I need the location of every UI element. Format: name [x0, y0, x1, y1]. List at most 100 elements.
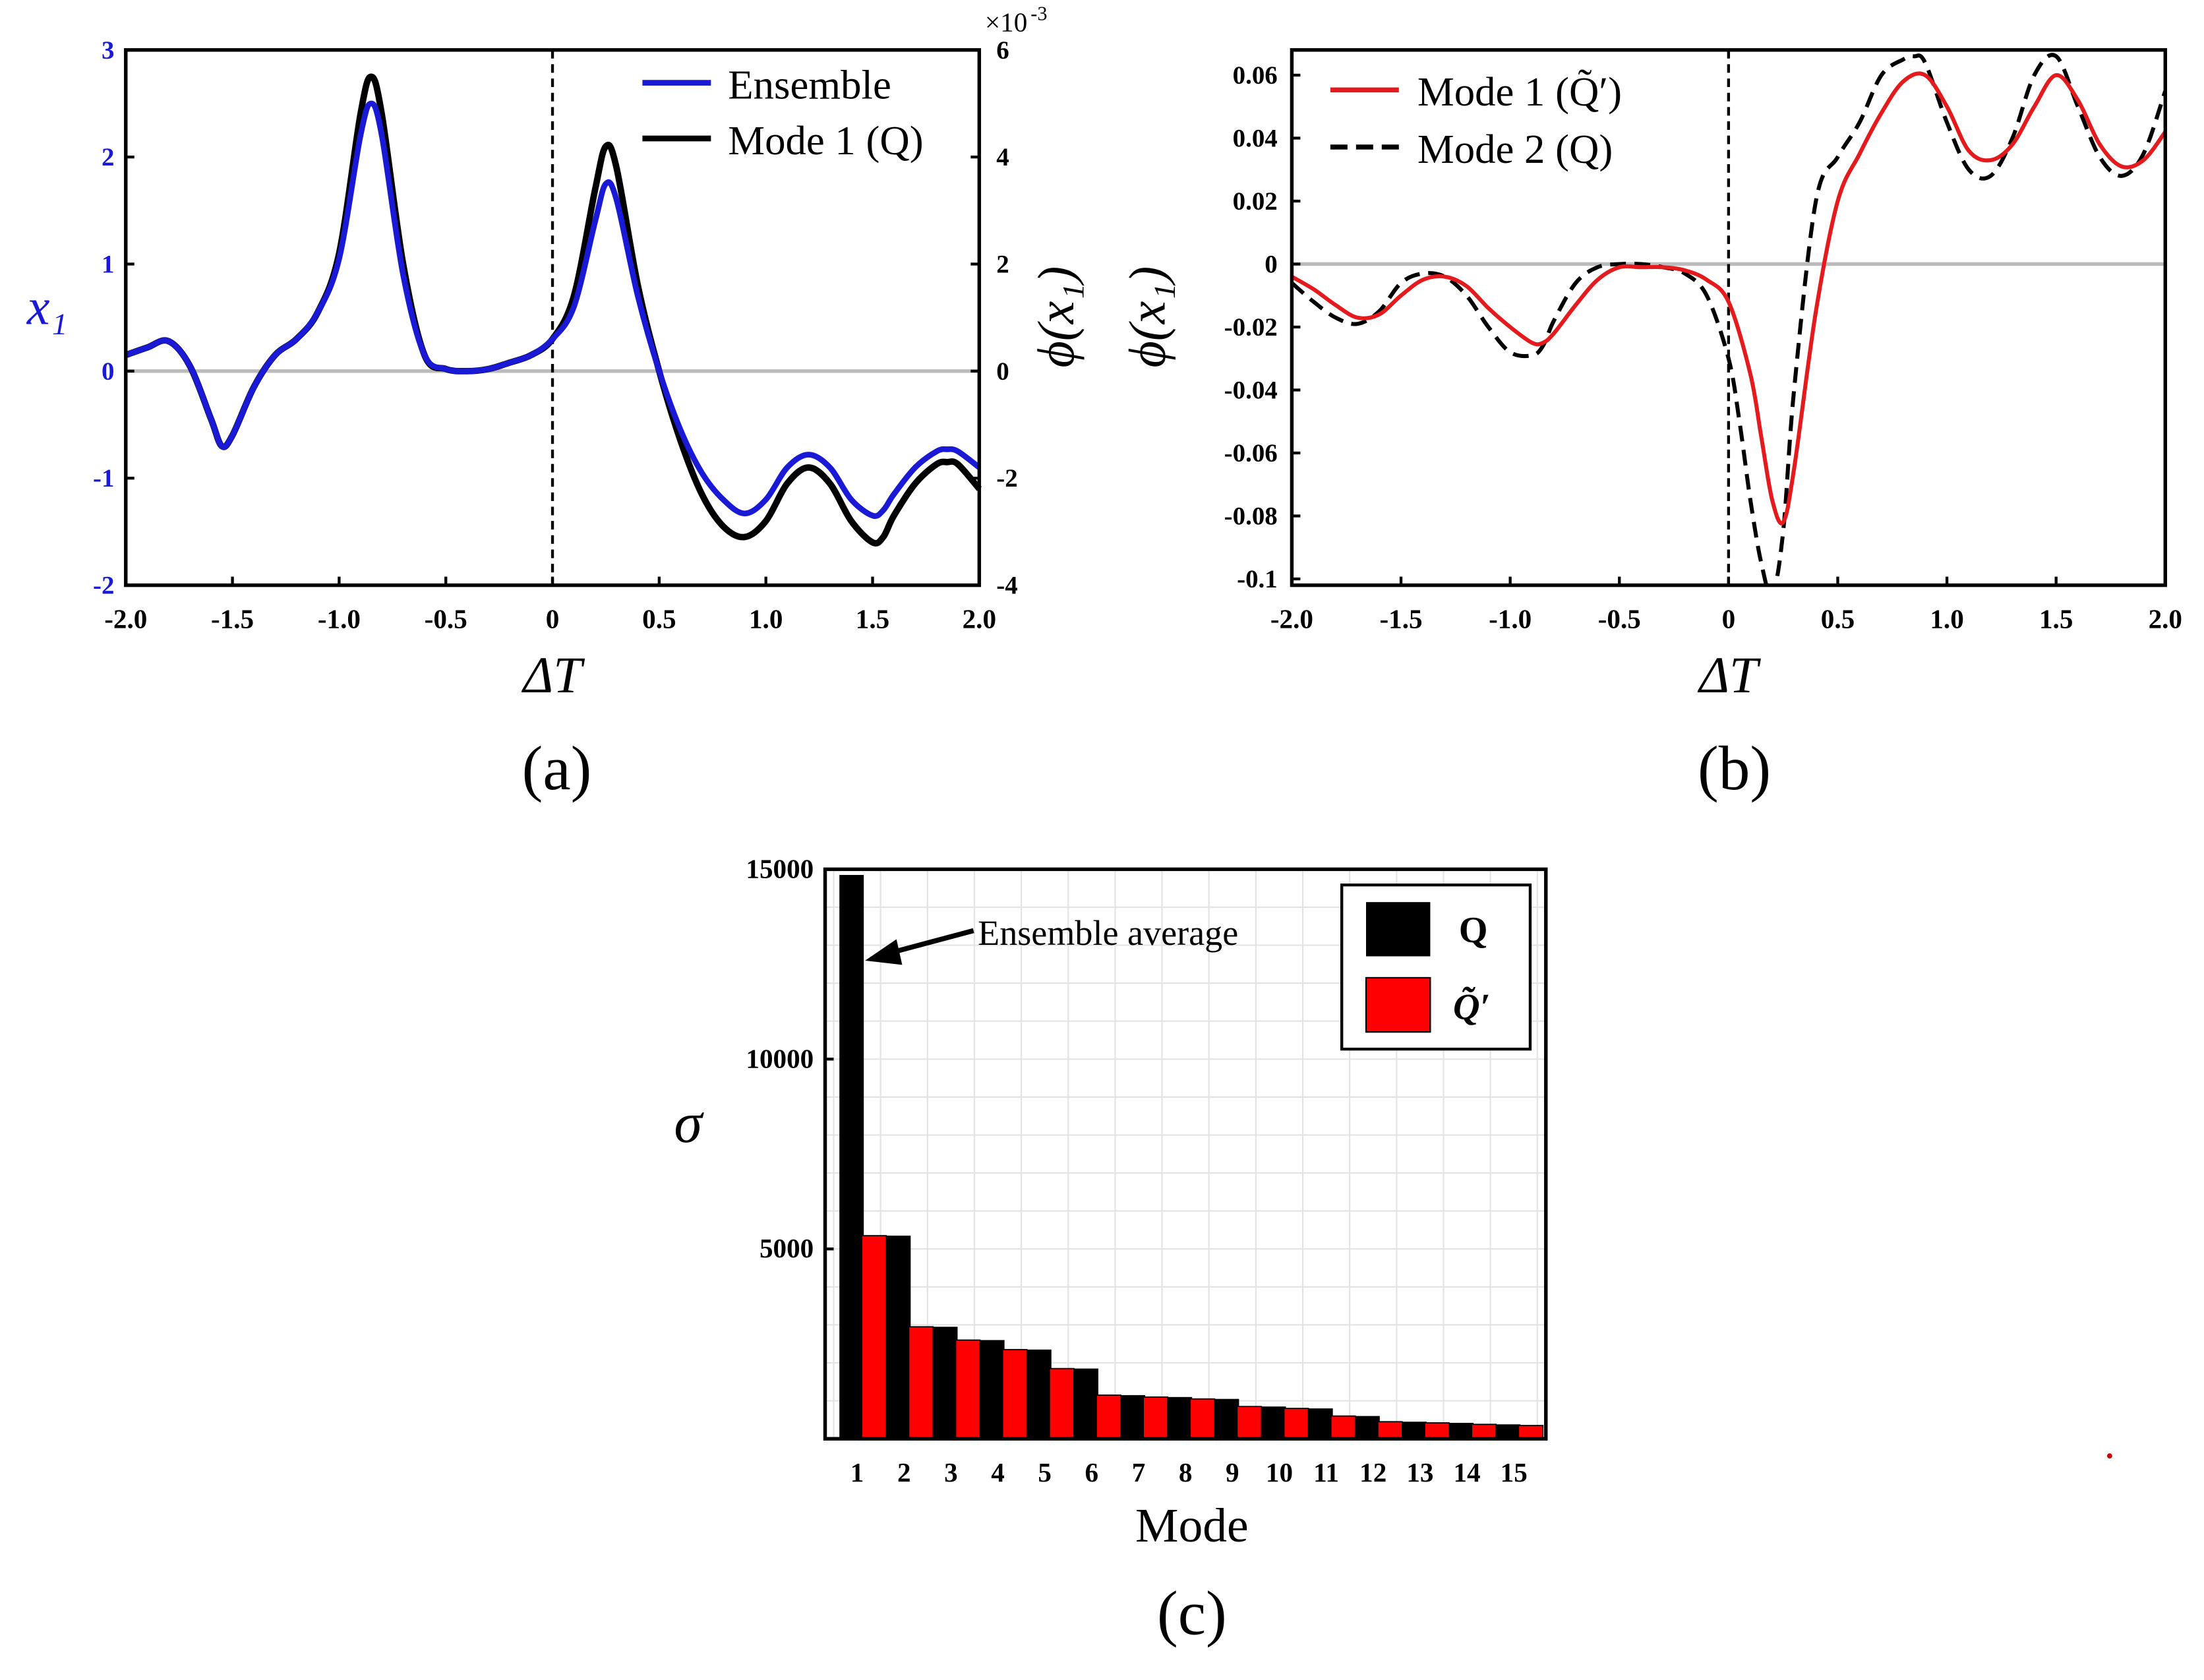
c-x-tick-label: 15 — [1501, 1457, 1528, 1487]
b-x-tick-label: -2.0 — [1270, 604, 1313, 634]
b-y-axis-label: ϕ(x₁) — [1119, 266, 1176, 368]
c-x-tick-label: 1 — [850, 1457, 864, 1487]
c-x-axis-label: Mode — [1135, 1498, 1249, 1552]
c-y-ticks: 5000 10000 15000 — [746, 853, 834, 1263]
c-x-tick-label: 8 — [1179, 1457, 1193, 1487]
c-bars-group — [839, 875, 1544, 1440]
a-x-tick-label: -0.5 — [425, 604, 467, 634]
c-legend-label-qtilde: Q̃′ — [1453, 986, 1490, 1027]
c-bar-qtilde — [955, 1339, 981, 1440]
a-x-ticks: -2.0 -1.5 -1.0 -0.5 0 0.5 1.0 1.5 2.0 — [104, 576, 996, 634]
a-x-tick-label: 1.0 — [749, 604, 783, 634]
c-legend-swatch-qtilde — [1365, 976, 1431, 1033]
a-x-tick-label: -2.0 — [104, 604, 147, 634]
a-x-tick-label: 0.5 — [642, 604, 676, 634]
c-annotation-text: Ensemble average — [978, 913, 1238, 953]
a-panel-caption: (a) — [522, 733, 592, 803]
b-series-group — [1292, 53, 2166, 585]
a-y-tick-label-right: 0 — [996, 357, 1009, 386]
a-y-axis-label-right: ϕ(x₁) — [1028, 266, 1085, 368]
b-x-tick-label: -1.0 — [1489, 604, 1532, 634]
b-panel-caption: (b) — [1698, 733, 1771, 803]
b-x-tick-label: 0.5 — [1821, 604, 1855, 634]
c-x-tick-label: 9 — [1226, 1457, 1239, 1487]
c-bar-q — [1355, 1416, 1380, 1439]
c-bar-q — [933, 1327, 958, 1439]
c-legend-label-q: Q — [1459, 910, 1488, 951]
c-y-tick-label: 15000 — [746, 853, 814, 884]
a-legend-label-mode1: Mode 1 (Q) — [728, 117, 923, 164]
a-y-tick-label-left: -2 — [93, 572, 114, 600]
a-y-tick-label-left: 0 — [102, 357, 114, 386]
c-x-tick-label: 4 — [991, 1457, 1005, 1487]
b-y-ticks: -0.1 -0.08 -0.06 -0.04 -0.02 0 0.02 0.04 0.06 — [1224, 61, 1301, 593]
a-x-tick-label: 2.0 — [963, 604, 996, 634]
b-y-tick-label: -0.06 — [1224, 439, 1278, 467]
c-bar-qtilde — [1377, 1421, 1403, 1440]
c-bar-q — [1496, 1424, 1521, 1439]
c-x-tick-label: 10 — [1266, 1457, 1293, 1487]
c-legend: Q Q̃′ — [1340, 884, 1532, 1051]
c-bar-qtilde — [1143, 1396, 1168, 1440]
c-bar-qtilde — [1424, 1422, 1450, 1440]
b-x-tick-label: 1.5 — [2039, 604, 2073, 634]
b-y-tick-label: -0.1 — [1237, 565, 1278, 593]
c-y-tick-label: 5000 — [759, 1233, 814, 1263]
c-bar-qtilde — [861, 1235, 887, 1440]
c-x-tick-label: 12 — [1359, 1457, 1386, 1487]
b-x-tick-label: -1.5 — [1379, 604, 1422, 634]
c-bar-q — [839, 875, 864, 1439]
a-y-tick-label-left: 3 — [102, 36, 114, 65]
a-series-group — [125, 73, 982, 547]
a-y-tick-label-right: 4 — [996, 143, 1009, 171]
a-y-axis-label-left: x₁ — [26, 278, 68, 335]
stray-red-dot — [2106, 1453, 2112, 1459]
b-series-line-mode1 — [1292, 71, 2166, 525]
c-x-tick-label: 6 — [1085, 1457, 1099, 1487]
a-series-line-ensemble — [125, 100, 981, 520]
c-bar-qtilde — [1518, 1425, 1544, 1440]
c-bar-qtilde — [1471, 1424, 1497, 1440]
b-legend: Mode 1 (Q̃′) Mode 2 (Q) — [1330, 69, 1622, 172]
a-x-tick-label: -1.5 — [211, 604, 254, 634]
c-bar-qtilde — [1283, 1408, 1309, 1440]
c-bar-qtilde — [1189, 1398, 1216, 1440]
c-panel-caption: (c) — [1157, 1578, 1227, 1648]
b-y-tick-label: -0.04 — [1224, 376, 1278, 404]
c-x-tick-label: 13 — [1406, 1457, 1433, 1487]
b-x-ticks: -2.0 -1.5 -1.0 -0.5 0 0.5 1.0 1.5 2.0 — [1270, 576, 2182, 634]
a-y-ticks-left: -2 -1 0 1 2 3 — [93, 36, 134, 600]
c-bar-q — [1073, 1368, 1098, 1439]
b-y-tick-label: 0.06 — [1233, 61, 1278, 90]
b-legend-label-mode2: Mode 2 (Q) — [1417, 126, 1613, 172]
panel-b: -2.0 -1.5 -1.0 -0.5 0 0.5 1.0 1.5 2.0 -0.1-0.08-… — [1119, 48, 2182, 803]
b-y-tick-label: 0 — [1265, 250, 1277, 278]
a-y-ticks-right: -4 -2 0 2 4 6 — [970, 36, 1018, 600]
c-annotation: Ensemble average — [865, 913, 1238, 965]
a-y-tick-label-right: -2 — [996, 464, 1017, 493]
c-bar-q — [1261, 1406, 1286, 1439]
b-legend-label-mode1: Mode 1 (Q̃′) — [1417, 69, 1622, 115]
panel-a: -2.0 -1.5 -1.0 -0.5 0 0.5 1.0 1.5 2.0 -2 -1 0 1 2 3 -… — [26, 2, 1085, 803]
a-y-tick-label-right: 2 — [996, 250, 1009, 278]
a-x-tick-label: 1.5 — [856, 604, 889, 634]
c-x-tick-label: 5 — [1038, 1457, 1052, 1487]
c-x-tick-label: 3 — [944, 1457, 958, 1487]
c-annotation-arrow-line — [887, 928, 974, 956]
c-bar-qtilde — [1001, 1348, 1028, 1440]
b-y-tick-label: -0.02 — [1224, 313, 1278, 342]
c-legend-swatch-q — [1365, 902, 1431, 957]
c-bar-qtilde — [908, 1326, 934, 1440]
b-y-tick-label: 0.04 — [1233, 124, 1278, 152]
c-bar-q — [1402, 1422, 1427, 1439]
c-x-ticks: 1 2 3 4 5 6 7 8 9 10 11 12 13 14 15 — [850, 1457, 1528, 1487]
c-bar-q — [1121, 1395, 1146, 1439]
c-y-axis-label: σ — [674, 1091, 704, 1155]
c-bar-q — [1168, 1396, 1193, 1439]
a-y-tick-label-right: 6 — [996, 36, 1009, 65]
b-x-tick-label: -0.5 — [1598, 604, 1641, 634]
c-x-tick-label: 2 — [897, 1457, 911, 1487]
c-x-tick-label: 14 — [1453, 1457, 1480, 1487]
a-right-axis-multiplier: ×10 — [985, 7, 1027, 38]
